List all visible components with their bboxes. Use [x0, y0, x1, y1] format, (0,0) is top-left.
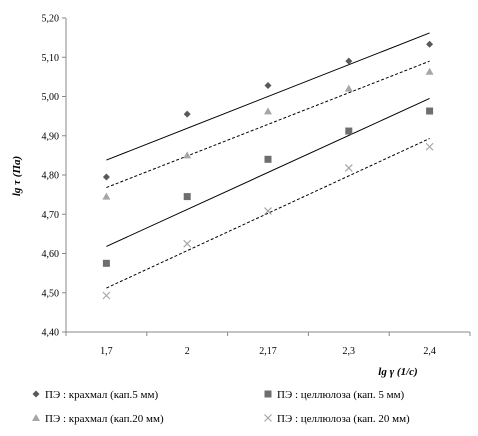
y-axis-label: lg τ (Па) [11, 156, 23, 196]
y-tick-label: 5,10 [42, 53, 60, 64]
chart-axes [65, 18, 470, 333]
y-tick-label: 4,70 [42, 210, 60, 221]
data-point-series-2 [102, 259, 110, 267]
legend-marker-series-4 [264, 414, 272, 422]
data-point-series-1 [426, 40, 434, 48]
data-points [102, 40, 434, 300]
legend: ПЭ : крахмал (кап.5 мм) ПЭ : целлюлоза (к… [32, 389, 410, 425]
data-point-series-3 [102, 192, 111, 200]
trend-line-series-3 [106, 60, 430, 189]
y-tick-labels: 4,40 4,50 4,60 4,70 4,80 4,90 5,00 5,10 5,20 [42, 14, 66, 339]
data-point-series-2 [426, 107, 434, 115]
y-tick-label: 4,60 [42, 249, 60, 260]
legend-marker-series-2 [264, 390, 272, 398]
data-point-series-4 [425, 142, 434, 151]
data-point-series-3 [344, 84, 353, 92]
x-tick-labels: 1,7 2 2,17 2,3 2,4 [65, 332, 471, 357]
data-point-series-4 [183, 239, 192, 248]
legend-marker-series-3 [32, 414, 40, 421]
x-tick-label: 2,17 [259, 346, 277, 357]
data-point-series-4 [344, 164, 353, 172]
y-tick-label: 4,40 [42, 328, 60, 339]
trend-line-series-1 [106, 32, 430, 161]
data-point-series-3 [425, 67, 434, 75]
y-tick-label: 5,20 [42, 14, 60, 25]
y-tick-label: 4,80 [42, 171, 60, 182]
trend-line-series-2 [106, 98, 430, 247]
legend-marker-series-1 [32, 390, 40, 398]
data-point-series-1 [264, 82, 272, 90]
data-point-series-1 [345, 57, 353, 65]
data-point-series-1 [183, 110, 191, 118]
y-tick-label: 5,00 [42, 92, 60, 103]
legend-label-series-2: ПЭ : целлюлоза (кап. 5 мм) [277, 389, 405, 401]
data-point-series-2 [345, 127, 353, 135]
x-tick-label: 2,3 [343, 346, 356, 357]
data-point-series-3 [264, 107, 272, 115]
data-point-series-4 [264, 207, 272, 216]
data-point-series-2 [264, 155, 272, 163]
legend-label-series-3: ПЭ : крахмал (кап.20 мм) [45, 413, 164, 425]
y-tick-label: 4,50 [42, 288, 60, 299]
trend-lines [106, 32, 430, 289]
trend-line-series-4 [106, 138, 430, 289]
data-point-series-4 [102, 291, 111, 300]
x-tick-label: 1,7 [100, 346, 113, 357]
legend-label-series-4: ПЭ : целлюлоза (кап. 20 мм) [277, 413, 410, 425]
legend-label-series-1: ПЭ : крахмал (кап.5 мм) [45, 389, 158, 401]
x-axis-label: lg γ (1/c) [378, 366, 417, 378]
y-tick-label: 4,90 [42, 131, 60, 142]
x-tick-label: 2 [185, 346, 190, 357]
data-point-series-3 [183, 151, 192, 159]
x-tick-label: 2,4 [423, 346, 436, 357]
data-point-series-1 [102, 173, 110, 181]
data-point-series-2 [183, 193, 191, 201]
